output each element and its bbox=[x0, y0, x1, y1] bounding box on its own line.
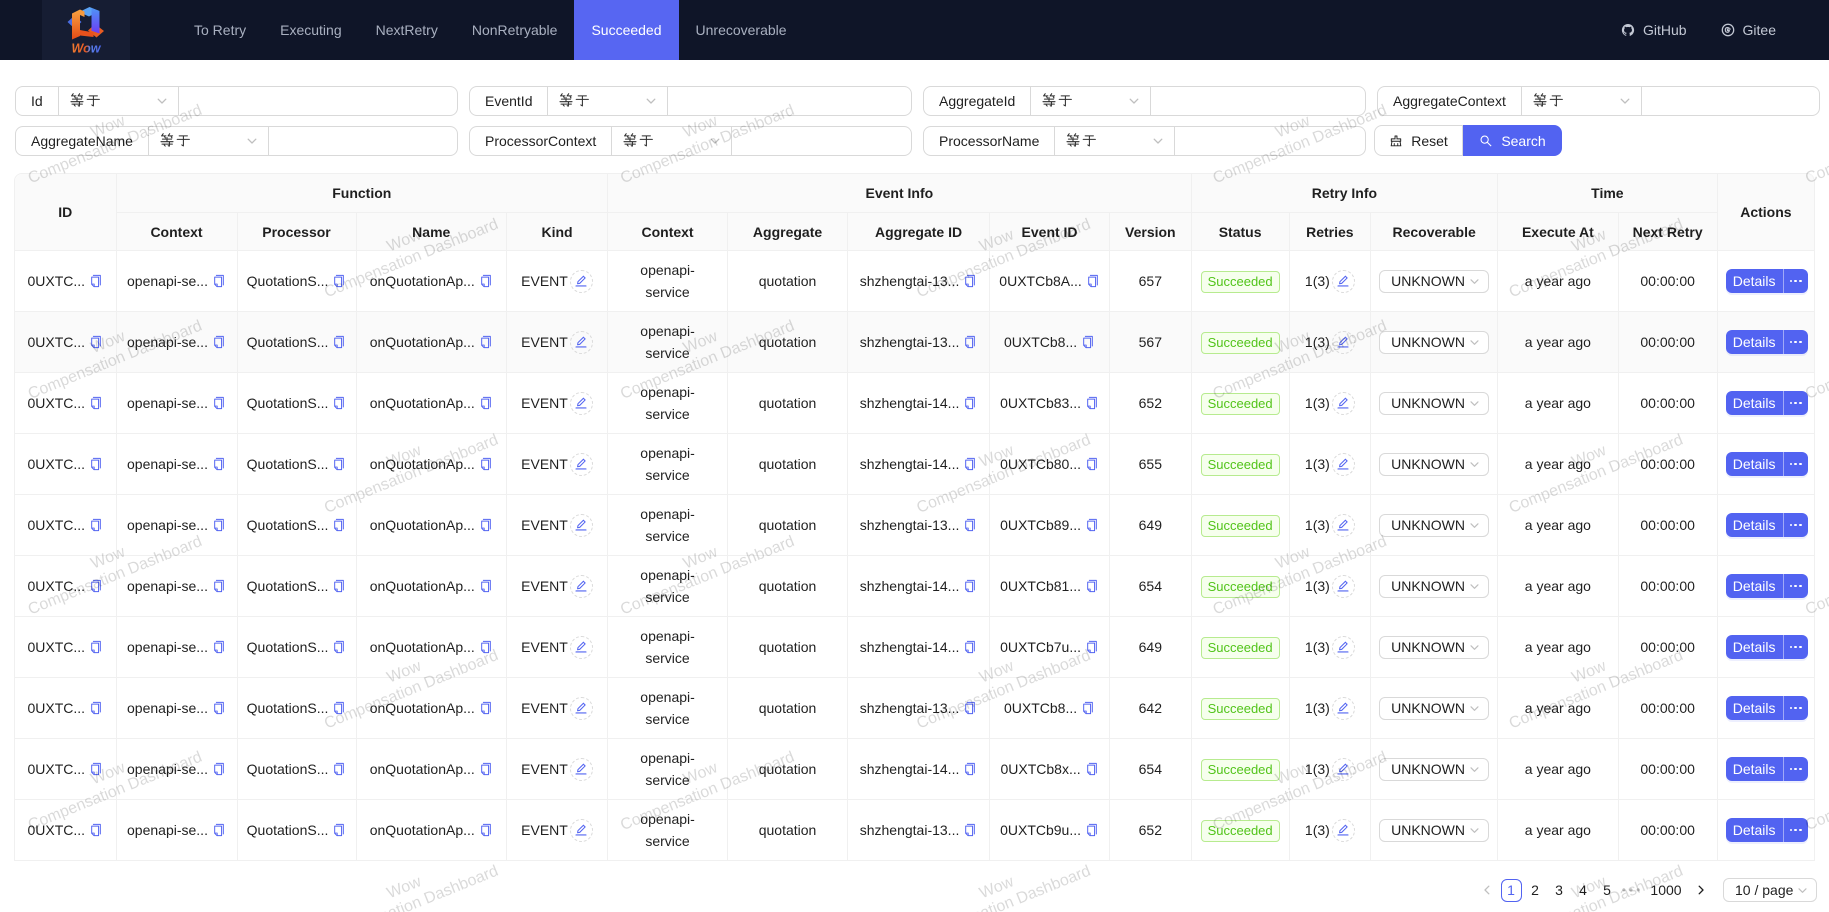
svg-text:Wow: Wow bbox=[72, 42, 102, 56]
